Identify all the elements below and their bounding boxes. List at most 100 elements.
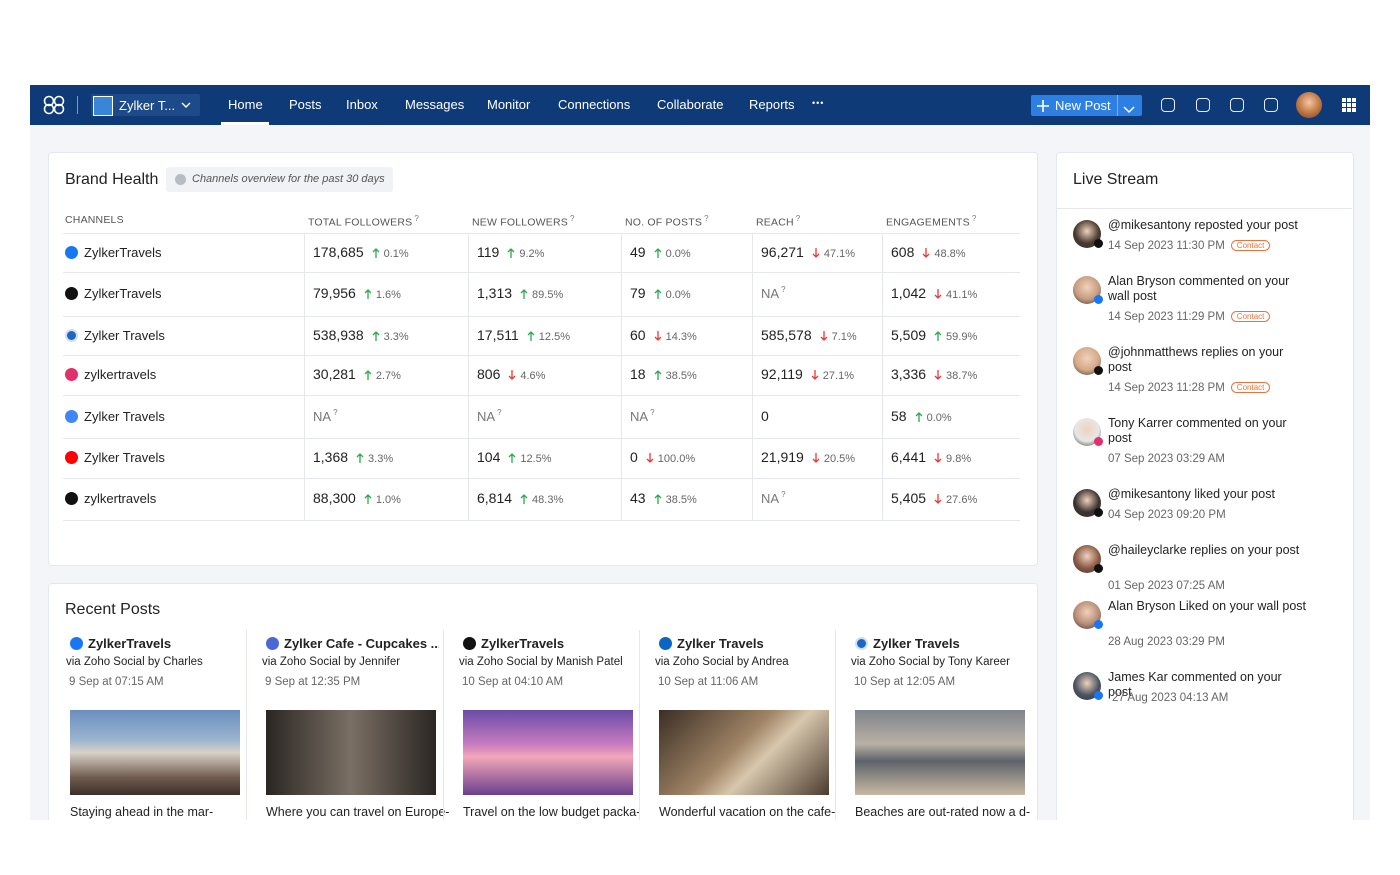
- network-icon: [65, 368, 78, 381]
- metric-change: 59.9%: [946, 330, 978, 343]
- trend-arrow: [646, 285, 666, 301]
- metric-cell: 6,814 48.3%: [477, 490, 563, 506]
- metric-value: 79: [630, 285, 646, 301]
- caret: [1123, 101, 1135, 119]
- nav-item[interactable]: Monitor: [487, 97, 531, 112]
- post-caption: Where you can travel on Europe-: [266, 805, 450, 819]
- stream-time: 04 Sep 2023 09:20 PM: [1108, 509, 1226, 521]
- trend-arrow: [646, 327, 666, 343]
- network-icon: [65, 492, 78, 505]
- help-mark: ?: [971, 214, 977, 223]
- help-mark: ?: [781, 285, 786, 295]
- trend-arrow: [646, 490, 666, 506]
- network-icon: [463, 637, 476, 650]
- metric-value: 178,685: [313, 243, 364, 260]
- time: 27 Aug 2023 04:13 AM: [1112, 692, 1229, 704]
- network-icon: [1094, 620, 1103, 629]
- user-avatar[interactable]: [1296, 92, 1322, 118]
- toolbar-icon[interactable]: [1264, 98, 1278, 112]
- trend-arrow: [356, 285, 376, 301]
- trend-arrow: [356, 366, 376, 382]
- contact-tag[interactable]: Contact: [1230, 311, 1271, 322]
- split: [1117, 95, 1118, 116]
- post-date: 10 Sep at 11:06 AM: [658, 676, 759, 688]
- metric-cell: 60 14.3%: [630, 327, 697, 343]
- metric-value: 585,578: [761, 326, 812, 343]
- metric-value: 5,405: [891, 490, 927, 506]
- metric-value: 92,119: [761, 366, 803, 382]
- contact-tag[interactable]: Contact: [1230, 382, 1271, 393]
- trend-arrow: [926, 490, 946, 506]
- trend-arrow: [926, 285, 946, 301]
- trend-arrow: [348, 449, 368, 465]
- help-mark: ?: [497, 407, 502, 417]
- app-logo[interactable]: [42, 94, 66, 116]
- toolbar-icon[interactable]: [1230, 98, 1244, 112]
- time: 28 Aug 2023 03:29 PM: [1108, 636, 1226, 648]
- card-title: Live Stream: [1073, 171, 1159, 188]
- network-icon: [65, 451, 78, 464]
- stream-time: 27 Aug 2023 04:13 AM: [1112, 692, 1228, 704]
- column-label: REACH: [756, 216, 794, 229]
- metric-cell: 6,441 9.8%: [891, 449, 971, 465]
- row-divider: [63, 395, 1020, 396]
- network-icon: [1094, 239, 1103, 248]
- nav-item[interactable]: Posts: [289, 97, 322, 112]
- trend-arrow: [356, 490, 376, 506]
- column-label: NO. OF POSTS: [625, 216, 703, 229]
- row-divider: [63, 355, 1020, 356]
- nav-item[interactable]: Reports: [749, 97, 795, 112]
- metric-cell: 79,956 1.6%: [313, 285, 401, 301]
- post-caption: Staying ahead in the mar-: [70, 805, 214, 819]
- brand-logo: [93, 96, 113, 116]
- subtitle-pill: Channels overview for the past 30 days: [166, 167, 393, 192]
- stream-text: Tony Karrer commented on your post: [1108, 416, 1287, 445]
- post-image: [463, 710, 633, 795]
- metric-value: 608: [891, 243, 915, 260]
- brand-switcher[interactable]: Zylker T...: [91, 94, 200, 116]
- trend-arrow: [512, 490, 532, 506]
- metric-change: 0.1%: [383, 247, 409, 260]
- network-icon: [1094, 691, 1103, 700]
- post-via: via Zoho Social by Tony Kareer: [851, 656, 1010, 668]
- column-divider: [882, 233, 883, 520]
- nav-item[interactable]: Messages: [405, 97, 465, 112]
- nav-more[interactable]: •••: [812, 98, 825, 108]
- nav-item[interactable]: Connections: [558, 97, 631, 112]
- toolbar-icon[interactable]: [1161, 98, 1175, 112]
- metric-change: 38.7%: [946, 370, 978, 382]
- metric-change: 27.6%: [946, 494, 978, 506]
- info-icon: [175, 174, 186, 185]
- contact-tag[interactable]: Contact: [1230, 240, 1271, 251]
- post-account: ZylkerTravels: [88, 636, 172, 651]
- channel-name: Zylker Travels: [84, 327, 165, 343]
- metric-cell: 1,313 89.5%: [477, 285, 563, 301]
- network-icon: [855, 637, 868, 650]
- help-mark: ?: [333, 407, 338, 417]
- time: 14 Sep 2023 11:30 PM: [1108, 240, 1225, 252]
- metric-change: 9.8%: [946, 453, 972, 465]
- dot: [1352, 103, 1356, 107]
- new-post-button[interactable]: New Post: [1031, 95, 1142, 116]
- post-image: [855, 710, 1025, 795]
- network-icon: [70, 637, 83, 650]
- post-date: 9 Sep at 07:15 AM: [69, 676, 164, 688]
- metric-cell: 17,511 12.5%: [477, 327, 570, 343]
- metric-change: 0.0%: [665, 289, 691, 301]
- metric-cell: NA?: [761, 490, 786, 506]
- trend-arrow: [926, 449, 946, 465]
- trend-arrow: [907, 408, 927, 424]
- apps-grid[interactable]: [1342, 98, 1356, 112]
- nav-item[interactable]: Inbox: [346, 97, 378, 112]
- plus-icon: [1037, 96, 1049, 117]
- channel-name: ZylkerTravels: [84, 244, 162, 260]
- toolbar-icon[interactable]: [1196, 98, 1210, 112]
- nav-item[interactable]: Collaborate: [657, 97, 724, 112]
- network-icon: [1094, 366, 1103, 375]
- network-icon: [65, 328, 78, 342]
- metric-cell: 96,271 47.1%: [761, 244, 855, 260]
- nav-item[interactable]: Home: [228, 97, 263, 112]
- trend-arrow: [646, 366, 666, 382]
- metric-cell: 0 100.0%: [630, 449, 695, 465]
